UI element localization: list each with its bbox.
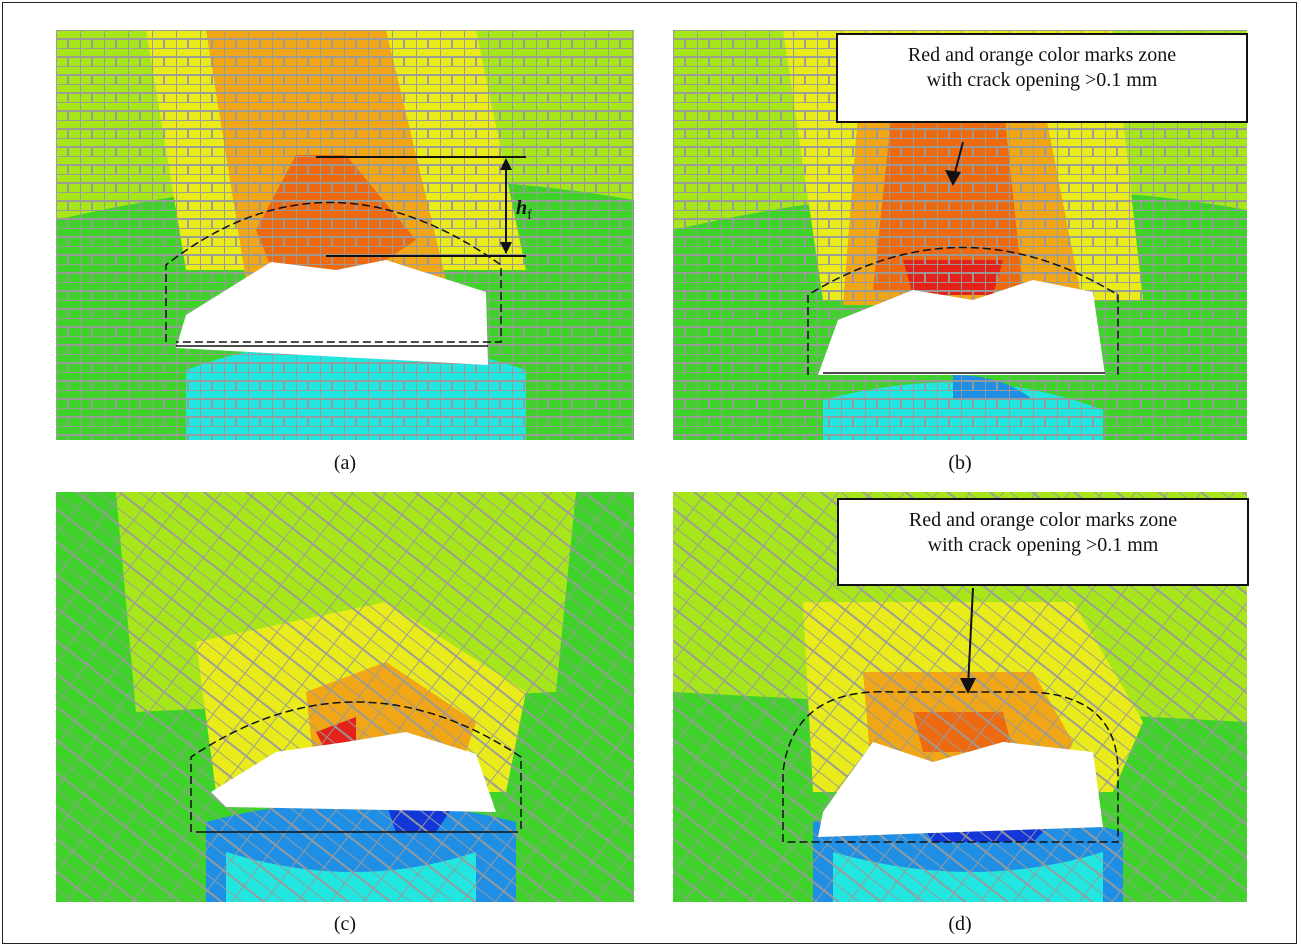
caption-d: (d) [948, 913, 972, 935]
callout-b-line2: with crack opening >0.1 mm [926, 69, 1158, 91]
caption-c: (c) [333, 913, 357, 935]
dimension-label-hf: hf [516, 197, 532, 223]
callout-b-line1: Red and orange color marks zone [907, 44, 1177, 66]
callout-b: Red and orange color marks zone with cra… [836, 33, 1248, 123]
callout-d: Red and orange color marks zone with cra… [837, 498, 1249, 586]
caption-a: (a) [333, 452, 357, 474]
callout-d-line2: with crack opening >0.1 mm [927, 534, 1159, 556]
callout-d-line1: Red and orange color marks zone [908, 509, 1178, 531]
caption-b: (b) [948, 452, 972, 474]
panel-a-image [56, 30, 634, 440]
panel-c-image [56, 492, 634, 902]
